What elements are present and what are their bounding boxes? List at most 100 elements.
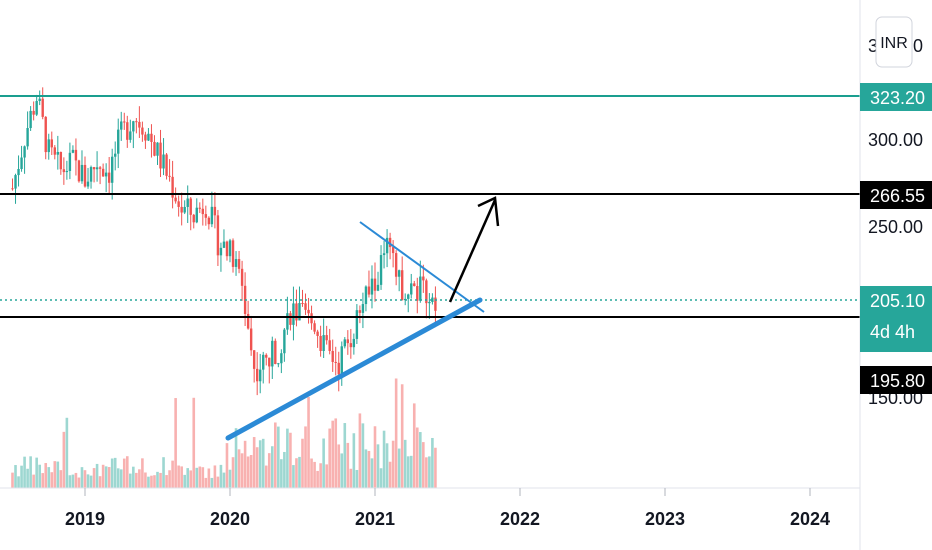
candle: [283, 327, 286, 362]
candle: [92, 166, 96, 183]
volume-bar: [147, 476, 150, 488]
support-price-badge: 195.80: [860, 366, 932, 394]
volume-bar: [107, 467, 111, 488]
breakout-arrow[interactable]: [448, 196, 500, 303]
candle: [428, 293, 431, 319]
candle: [11, 178, 14, 191]
candle: [431, 293, 434, 305]
volume-bar: [98, 476, 102, 488]
volume-bar: [171, 460, 174, 488]
candle: [376, 271, 380, 292]
candle: [174, 187, 177, 204]
candle: [307, 297, 310, 324]
volume-bar: [92, 468, 96, 488]
candle: [189, 197, 192, 231]
volume-bar: [150, 475, 153, 488]
candle: [255, 352, 259, 396]
volume-bar: [313, 461, 316, 488]
candle: [422, 264, 425, 293]
candle: [59, 151, 63, 175]
time-axis[interactable]: 2019 2020 2021 2022 2023 2024: [65, 488, 830, 529]
volume-bar: [135, 472, 138, 488]
volume-bar: [431, 437, 434, 488]
candle: [252, 349, 256, 383]
ascending-trendline[interactable]: [225, 297, 483, 441]
candle: [20, 145, 23, 172]
volume-bar: [243, 440, 247, 488]
volume-bar: [237, 449, 241, 488]
y-tick-label: 300.00: [868, 130, 923, 150]
volume-bars: [11, 378, 437, 488]
candle: [26, 111, 29, 150]
candle: [349, 328, 353, 359]
candle: [95, 151, 99, 182]
candle: [135, 118, 138, 134]
candle: [110, 148, 114, 200]
volume-bar: [65, 417, 69, 488]
candle: [225, 240, 229, 261]
y-tick-label: 250.00: [868, 217, 923, 237]
candle: [68, 142, 72, 180]
candle: [56, 135, 60, 170]
candle: [322, 318, 325, 358]
candle: [71, 145, 75, 154]
candle: [265, 353, 268, 366]
candle: [379, 245, 383, 290]
volume-bar: [204, 477, 208, 488]
volume-bar: [77, 477, 81, 488]
volume-bar: [192, 397, 196, 488]
volume-bar: [183, 474, 186, 488]
volume-bar: [391, 440, 395, 488]
candle: [416, 277, 419, 314]
x-tick-label: 2023: [645, 509, 685, 529]
candle: [186, 185, 189, 224]
volume-bar: [189, 470, 193, 488]
volume-bar: [307, 397, 310, 488]
candle: [325, 325, 328, 345]
candle: [246, 300, 250, 330]
descending-trendline[interactable]: [359, 221, 485, 313]
candle: [53, 145, 56, 160]
x-tick-label: 2019: [65, 509, 105, 529]
candle: [83, 156, 87, 188]
volume-bar: [132, 466, 135, 488]
candle: [298, 286, 301, 321]
volume-bar: [177, 465, 180, 488]
svg-text:323.20: 323.20: [870, 88, 925, 108]
currency-button[interactable]: INR: [875, 16, 913, 68]
candle: [328, 328, 331, 355]
volume-bar: [316, 470, 319, 488]
candle: [74, 138, 78, 176]
target-price-badge: 266.55: [860, 181, 932, 209]
volume-bar: [165, 475, 168, 488]
candle: [301, 289, 304, 307]
volume-bar: [379, 468, 383, 488]
candle: [268, 357, 271, 384]
candle: [62, 157, 66, 185]
volume-bar: [71, 474, 75, 488]
candle: [234, 251, 238, 276]
candles: [11, 87, 437, 396]
volume-bar: [304, 426, 307, 488]
candle: [355, 304, 359, 345]
candle: [249, 315, 253, 356]
volume-bar: [47, 467, 51, 488]
resistance-price-badge: 323.20: [860, 83, 932, 111]
candle: [80, 150, 84, 184]
candle: [207, 216, 211, 230]
candle: [331, 339, 334, 372]
volume-bar: [219, 464, 223, 488]
volume-bar: [14, 465, 17, 488]
candle: [340, 341, 343, 386]
candle: [237, 250, 241, 274]
candle: [38, 90, 41, 106]
volume-bar: [29, 456, 32, 488]
candle: [316, 329, 319, 348]
volume-bar: [409, 455, 413, 488]
bar-countdown: 4d 4h: [870, 322, 915, 342]
volume-bar: [277, 426, 280, 488]
volume-bar: [156, 471, 159, 488]
volume-bar: [361, 423, 365, 488]
candle: [358, 305, 362, 324]
